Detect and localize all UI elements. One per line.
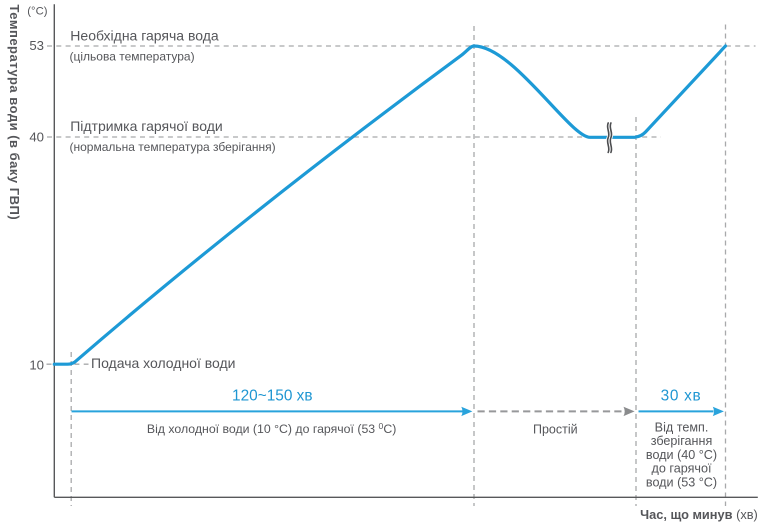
svg-text:Простій: Простій <box>533 423 578 437</box>
svg-text:Температура води (в баку ГВП): Температура води (в баку ГВП) <box>7 5 22 221</box>
svg-text:(цільова температура): (цільова температура) <box>70 49 195 63</box>
svg-text:(°C): (°C) <box>27 6 47 18</box>
svg-text:до гарячої: до гарячої <box>652 462 712 476</box>
svg-text:53: 53 <box>29 38 44 53</box>
svg-text:води (40 °C): води (40 °C) <box>646 448 717 462</box>
svg-text:120~150 хв: 120~150 хв <box>232 388 313 405</box>
svg-text:зберігання: зберігання <box>651 434 713 448</box>
svg-text:Час, що минув (хв): Час, що минув (хв) <box>640 507 758 522</box>
svg-text:40: 40 <box>29 130 44 145</box>
svg-text:Від темп.: Від темп. <box>655 421 709 435</box>
svg-text:Підтримка гарячої води: Підтримка гарячої води <box>70 118 223 134</box>
svg-text:(нормальна температура зберіга: (нормальна температура зберігання) <box>70 140 276 154</box>
svg-text:Необхідна гаряча вода: Необхідна гаряча вода <box>70 28 219 44</box>
svg-text:10: 10 <box>29 358 44 373</box>
svg-text:води (53 °C): води (53 °C) <box>646 475 717 489</box>
svg-text:30 хв: 30 хв <box>661 388 702 405</box>
svg-text:Від холодної води (10 °C) до г: Від холодної води (10 °C) до гарячої (53… <box>147 421 396 436</box>
svg-text:Подача холодної води: Подача холодної води <box>91 355 236 371</box>
